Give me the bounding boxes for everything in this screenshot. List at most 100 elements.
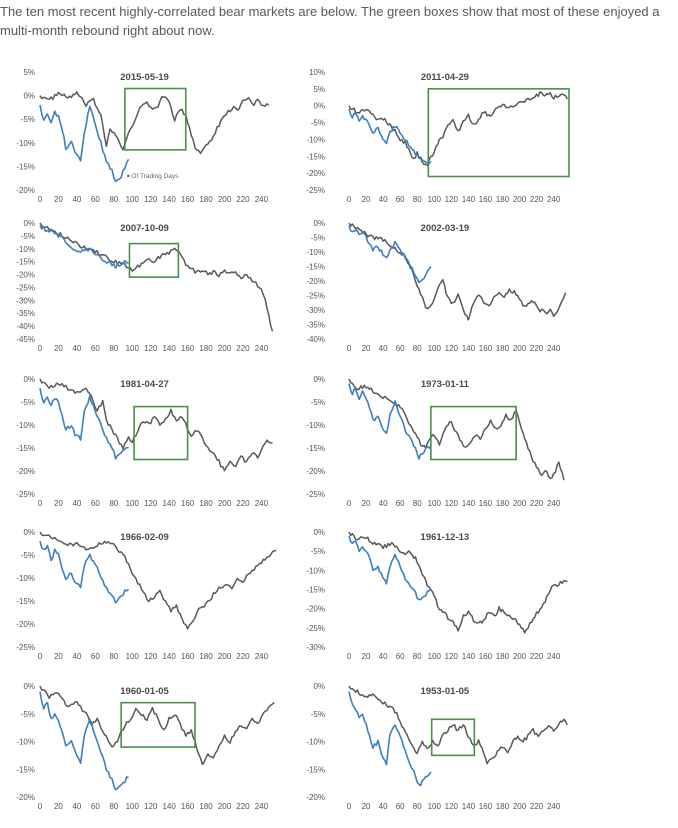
y-tick-label: -20% (306, 169, 325, 178)
x-tick-label: 160 (479, 344, 493, 353)
current-series-line (348, 535, 432, 601)
x-tick-label: 100 (428, 195, 442, 204)
x-tick-label: 200 (513, 802, 527, 811)
historical-series-line (348, 222, 567, 321)
y-tick-label: 0% (313, 219, 325, 228)
current-series-line (348, 108, 432, 165)
x-tick-label: 160 (479, 802, 493, 811)
y-tick-label: -30% (16, 296, 35, 305)
x-tick-label: 160 (479, 499, 493, 508)
x-tick-label: 140 (462, 652, 476, 661)
chart-title: 1966-02-09 (120, 532, 169, 543)
current-series-line (39, 225, 129, 269)
x-tick-label: 100 (126, 344, 140, 353)
x-tick-label: 120 (445, 802, 459, 811)
x-tick-label: 100 (428, 499, 442, 508)
historical-series-line (39, 531, 277, 630)
chart-title: 1960-01-05 (120, 686, 169, 697)
x-tick-label: 200 (513, 195, 527, 204)
historical-series-line (39, 378, 273, 472)
x-tick-label: 160 (181, 652, 195, 661)
x-tick-label: 220 (236, 195, 250, 204)
y-tick-label: -10% (16, 421, 35, 430)
x-tick-label: 240 (547, 652, 561, 661)
current-series-line (348, 225, 432, 284)
chart-title: 1961-12-13 (421, 532, 470, 543)
x-tick-label: 60 (91, 652, 100, 661)
y-tick-label: -20% (306, 467, 325, 476)
historical-series-line (348, 685, 568, 765)
historical-series-line (348, 91, 568, 167)
y-tick-label: -25% (16, 490, 35, 499)
x-tick-label: 140 (462, 499, 476, 508)
x-tick-label: 200 (513, 652, 527, 661)
y-tick-label: -5% (311, 234, 325, 243)
x-tick-label: 20 (54, 195, 63, 204)
y-tick-label: -5% (21, 551, 35, 560)
x-tick-label: 200 (513, 344, 527, 353)
y-tick-label: -35% (16, 309, 35, 318)
x-tick-label: 180 (496, 195, 510, 204)
y-tick-label: -5% (311, 547, 325, 556)
x-tick-label: 100 (126, 652, 140, 661)
y-tick-label: -25% (306, 292, 325, 301)
x-tick-label: 80 (109, 344, 118, 353)
intro-text: The ten most recent highly-correlated be… (0, 4, 660, 38)
chart-2007-10-09: 0% -5% -10% -15% -20% -25% -30% -35% -40% -45%0 20… (16, 219, 274, 353)
x-tick-label: 80 (413, 195, 422, 204)
y-tick-label: -10% (16, 139, 35, 148)
x-tick-label: 80 (413, 344, 422, 353)
x-tick-label: 220 (530, 499, 544, 508)
x-tick-label: 160 (181, 802, 195, 811)
y-tick-label: -10% (306, 248, 325, 257)
historical-series-line (348, 531, 568, 634)
y-tick-label: -15% (306, 263, 325, 272)
x-tick-label: 180 (199, 195, 213, 204)
x-tick-label: 20 (362, 652, 371, 661)
x-tick-label: 0 (38, 344, 43, 353)
y-tick-label: -10% (306, 135, 325, 144)
x-tick-label: 200 (218, 499, 232, 508)
x-tick-label: 20 (54, 652, 63, 661)
x-tick-label: 0 (347, 652, 352, 661)
x-tick-label: 60 (396, 652, 405, 661)
x-tick-label: 20 (362, 499, 371, 508)
x-tick-label: 140 (462, 195, 476, 204)
historical-series-line (39, 685, 275, 766)
chart-title: 1953-01-05 (421, 686, 470, 697)
x-tick-label: 40 (379, 652, 388, 661)
x-tick-label: 140 (162, 652, 176, 661)
x-tick-label: 240 (547, 344, 561, 353)
y-tick-label: -15% (16, 765, 35, 774)
x-tick-label: 40 (72, 195, 81, 204)
x-tick-label: 60 (396, 195, 405, 204)
x-tick-label: 240 (255, 652, 269, 661)
y-tick-label: -40% (16, 322, 35, 331)
x-tick-label: 0 (347, 499, 352, 508)
chart-1961-12-13: 0% -5% -10% -15% -20% -25% -30% 0 20 40 60 80 100 120… (306, 528, 568, 661)
rebound-box (120, 701, 196, 748)
y-tick-label: -20% (16, 271, 35, 280)
y-tick-label: -5% (311, 398, 325, 407)
x-tick-label: 240 (255, 802, 269, 811)
y-tick-label: -5% (21, 232, 35, 241)
chart-1981-04-27: 0% -5% -10% -15% -20% -25%0 20 40 60 80 100 120 140 1… (16, 375, 273, 508)
current-series-line (39, 388, 129, 460)
y-tick-label: -5% (311, 119, 325, 128)
x-tick-label: 60 (396, 499, 405, 508)
x-tick-label: 80 (413, 652, 422, 661)
y-tick-label: -10% (306, 738, 325, 747)
x-tick-label: 180 (496, 652, 510, 661)
x-tick-label: 100 (428, 344, 442, 353)
chart-title: 1981-04-27 (120, 379, 169, 390)
annotation-marker (127, 174, 130, 178)
chart-2002-03-19: 0% -5% -10% -15% -20% -25% -30% -35% -40% 0 20 40 60… (306, 219, 567, 353)
x-tick-label: 220 (236, 499, 250, 508)
x-tick-label: 60 (91, 499, 100, 508)
x-tick-label: 40 (379, 344, 388, 353)
x-tick-label: 220 (530, 652, 544, 661)
chart-title: 1973-01-11 (421, 379, 470, 390)
rebound-box (128, 242, 180, 278)
x-tick-label: 100 (126, 195, 140, 204)
y-tick-label: -10% (16, 738, 35, 747)
